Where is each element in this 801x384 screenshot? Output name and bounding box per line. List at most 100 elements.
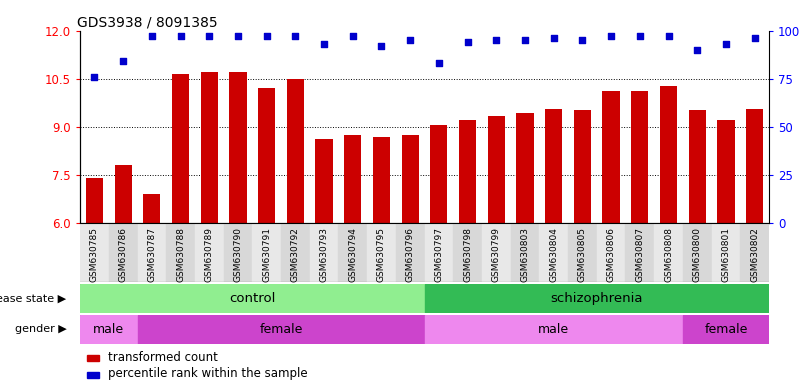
Bar [87,372,99,377]
Point [748,35,761,41]
Text: control: control [229,292,276,305]
Bar [252,223,281,282]
Text: GSM630800: GSM630800 [693,227,702,283]
Text: female: female [260,323,303,336]
Bar [80,315,138,344]
Bar [654,223,682,282]
Bar [338,223,367,282]
Bar [711,223,740,282]
Bar [568,223,597,282]
Bar [602,91,620,223]
Bar [172,74,189,223]
Bar [453,223,482,282]
Point [634,33,646,40]
Bar [717,120,735,223]
Bar [430,125,448,223]
Bar [539,223,568,282]
Text: GSM630807: GSM630807 [635,227,644,283]
Bar [367,223,396,282]
Bar [682,223,711,282]
Point [289,33,302,40]
Point [117,58,130,65]
Bar [574,110,591,223]
Bar [109,223,138,282]
Text: GSM630804: GSM630804 [549,227,558,282]
Text: GSM630787: GSM630787 [147,227,156,283]
Bar [396,223,425,282]
Bar [682,315,769,344]
Bar [511,223,539,282]
Bar [626,223,654,282]
Bar [167,223,195,282]
Bar [482,223,511,282]
Text: GSM630785: GSM630785 [90,227,99,283]
Text: disease state ▶: disease state ▶ [0,293,66,304]
Text: GSM630802: GSM630802 [750,227,759,282]
Bar [80,223,109,282]
Point [346,33,359,40]
Bar [660,86,677,223]
Bar [401,135,419,223]
Bar [223,223,252,282]
Bar [86,178,103,223]
Bar [488,116,505,223]
Bar [459,120,476,223]
Text: female: female [704,323,747,336]
Bar [138,223,167,282]
Point [433,60,445,66]
Text: GSM630801: GSM630801 [722,227,731,283]
Text: GSM630796: GSM630796 [405,227,415,283]
Text: GSM630795: GSM630795 [377,227,386,283]
Text: GDS3938 / 8091385: GDS3938 / 8091385 [77,16,217,30]
Text: male: male [93,323,124,336]
Text: transformed count: transformed count [107,351,218,364]
Point [88,74,101,80]
Bar [597,223,626,282]
Text: GSM630794: GSM630794 [348,227,357,282]
Text: GSM630786: GSM630786 [119,227,127,283]
Bar [310,223,338,282]
Point [260,33,273,40]
Bar [138,315,425,344]
Bar [115,165,131,223]
Bar [425,223,453,282]
Text: GSM630799: GSM630799 [492,227,501,283]
Bar [287,79,304,223]
Bar [316,139,332,223]
Bar [87,355,99,361]
Text: percentile rank within the sample: percentile rank within the sample [107,367,308,380]
Bar [258,88,276,223]
Bar [344,135,361,223]
Point [690,47,703,53]
Bar [80,284,425,313]
Bar [425,315,682,344]
Text: GSM630788: GSM630788 [176,227,185,283]
Text: gender ▶: gender ▶ [14,324,66,334]
Bar [631,91,648,223]
Point [576,37,589,43]
Bar [740,223,769,282]
Bar [372,137,390,223]
Point [547,35,560,41]
Text: GSM630808: GSM630808 [664,227,673,283]
Point [146,33,159,40]
Text: GSM630791: GSM630791 [262,227,272,283]
Bar [195,223,223,282]
Bar [517,113,533,223]
Point [203,33,215,40]
Point [662,33,675,40]
Text: GSM630789: GSM630789 [205,227,214,283]
Point [461,39,474,45]
Text: GSM630797: GSM630797 [434,227,444,283]
Point [518,37,531,43]
Bar [689,110,706,223]
Text: GSM630790: GSM630790 [233,227,243,283]
Text: GSM630793: GSM630793 [320,227,328,283]
Bar [143,194,160,223]
Bar [545,109,562,223]
Text: male: male [538,323,570,336]
Point [490,37,503,43]
Text: GSM630806: GSM630806 [606,227,616,283]
Point [404,37,417,43]
Bar [200,72,218,223]
